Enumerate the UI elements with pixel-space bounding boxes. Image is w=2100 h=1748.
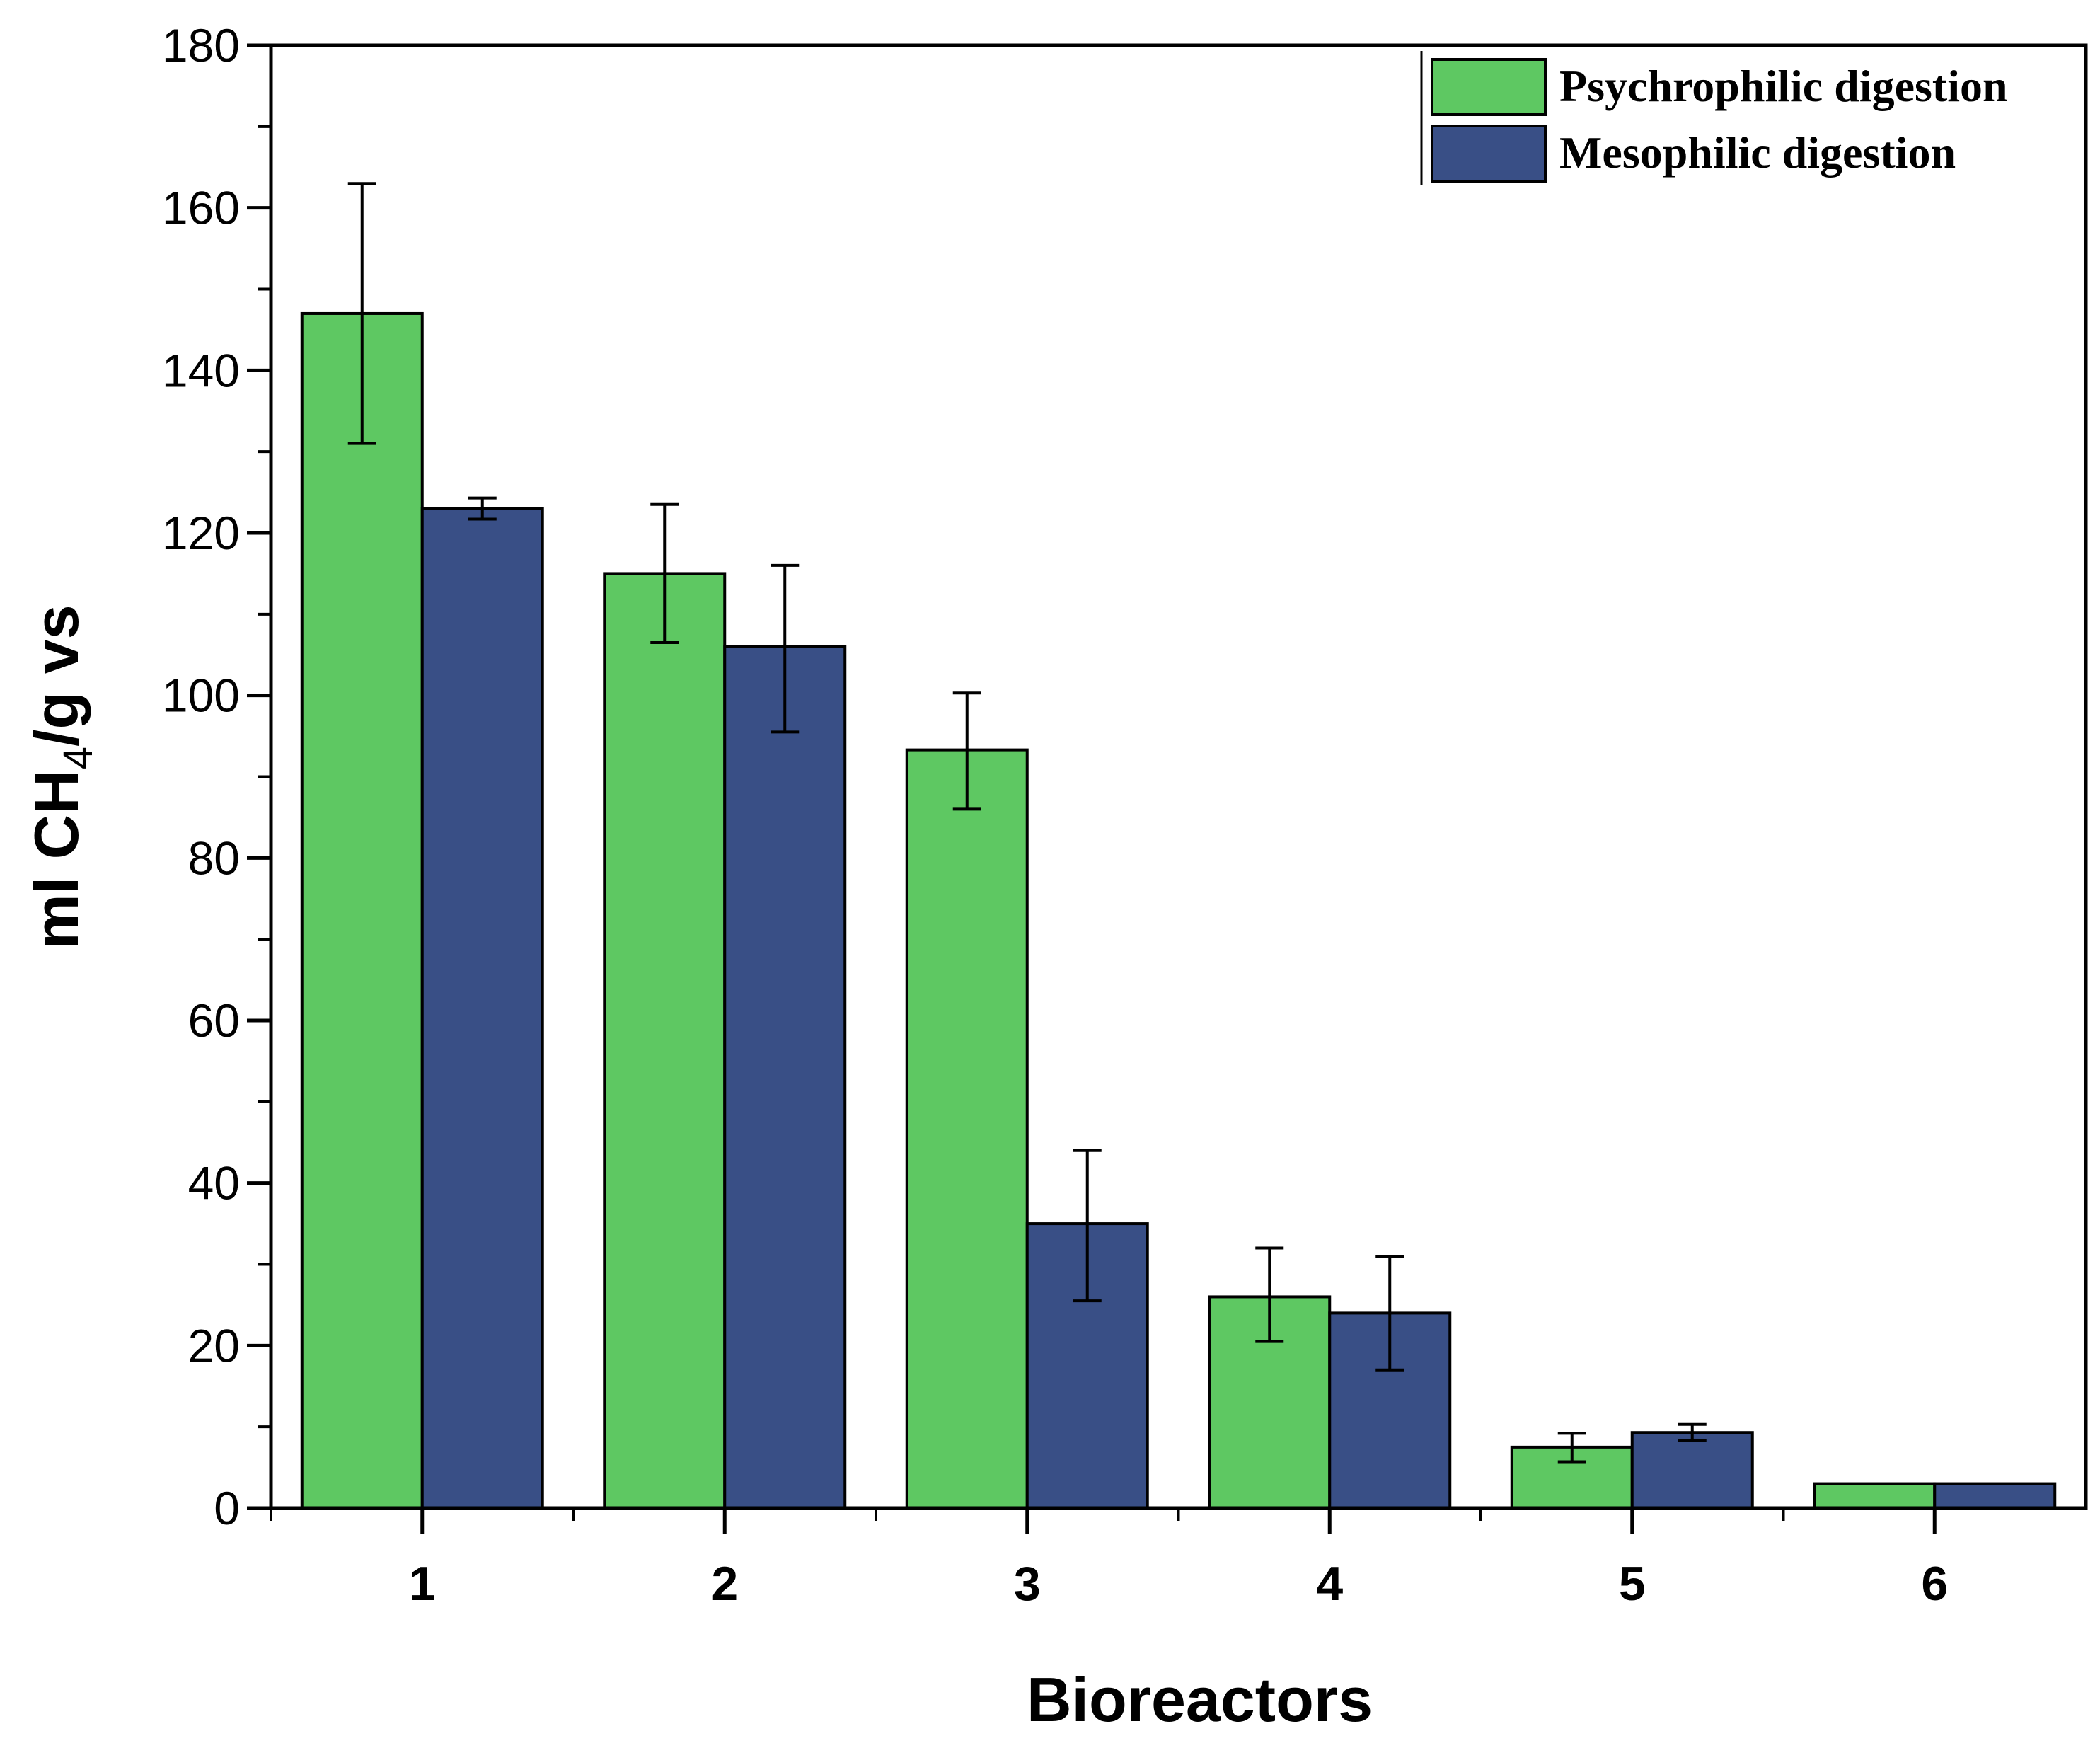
error-bar-psychrophilic-2: [650, 502, 679, 645]
y-tick-label: 80: [188, 832, 240, 884]
legend-label-psychrophilic: Psychrophilic digestion: [1559, 61, 2008, 111]
error-bar-mesophilic-5: [1678, 1422, 1707, 1442]
error-bar-mesophilic-1: [468, 496, 497, 521]
error-bar-mesophilic-2: [771, 563, 800, 734]
bar-psychrophilic-3: [905, 748, 1029, 1510]
y-tick-label: 160: [162, 182, 240, 234]
legend-swatch-psychrophilic: [1431, 58, 1547, 116]
legend-swatch-mesophilic: [1431, 125, 1547, 183]
y-tick-label: 120: [162, 507, 240, 559]
x-axis-tick-labels: 1 2 3 4 5 6: [409, 1557, 1948, 1611]
bar-psychrophilic-1: [300, 311, 424, 1510]
y-tick-label: 20: [188, 1319, 240, 1372]
y-tick-label: 0: [214, 1482, 240, 1534]
y-axis-title-subscript: 4: [55, 747, 101, 769]
x-tick-label: 5: [1619, 1557, 1646, 1611]
bar-mesophilic-5: [1630, 1431, 1754, 1510]
y-tick-label: 140: [162, 344, 240, 396]
bar-mesophilic-2: [723, 645, 847, 1510]
bar-mesophilic-6: [1933, 1482, 2057, 1510]
x-axis-title: Bioreactors: [1027, 1664, 1373, 1735]
y-axis-title: ml CH4/g vs: [21, 604, 101, 949]
bar-mesophilic-1: [420, 507, 544, 1510]
plot-frame: [269, 43, 2088, 1510]
bar-psychrophilic-2: [603, 572, 727, 1510]
legend: Psychrophilic digestion Mesophilic diges…: [1420, 51, 2008, 185]
y-tick-label: 100: [162, 669, 240, 722]
x-tick-label: 1: [409, 1557, 436, 1611]
bars: [300, 311, 2057, 1510]
x-tick-label: 2: [711, 1557, 738, 1611]
error-bars: [347, 182, 1707, 1464]
tick-marks: [247, 43, 1937, 1534]
y-axis-tick-labels: 0 20 40 60 80 100 120 140 160 180: [162, 19, 240, 1534]
error-bar-psychrophilic-5: [1557, 1432, 1586, 1464]
error-bar-mesophilic-3: [1073, 1149, 1102, 1303]
y-tick-label: 60: [188, 994, 240, 1047]
error-bar-psychrophilic-3: [952, 691, 981, 811]
y-tick-label: 180: [162, 19, 240, 71]
x-tick-label: 3: [1014, 1557, 1041, 1611]
error-bar-mesophilic-4: [1375, 1255, 1404, 1372]
x-tick-label: 4: [1316, 1557, 1343, 1611]
y-axis-title-rest: /g vs: [21, 604, 91, 747]
y-tick-label: 40: [188, 1157, 240, 1209]
x-tick-label: 6: [1921, 1557, 1948, 1611]
bar-psychrophilic-6: [1813, 1482, 1937, 1510]
error-bar-psychrophilic-4: [1255, 1246, 1284, 1343]
error-bar-psychrophilic-1: [347, 182, 376, 445]
legend-label-mesophilic: Mesophilic digestion: [1559, 127, 1956, 178]
y-axis-title-main: ml CH: [21, 769, 91, 949]
